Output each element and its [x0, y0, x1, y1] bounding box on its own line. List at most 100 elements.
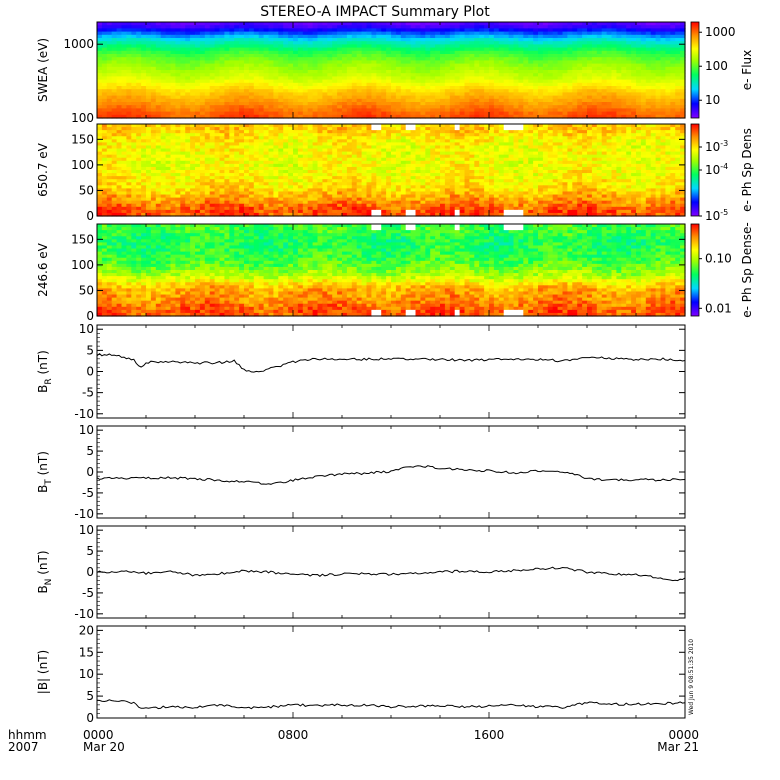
spectrogram-cell	[430, 38, 436, 42]
spectrogram-cell	[650, 34, 657, 39]
spectrogram-cell	[660, 60, 666, 65]
spectrogram-cell	[351, 86, 358, 90]
spectrogram-cell	[611, 66, 617, 71]
spectrogram-cell	[248, 28, 255, 33]
spectrogram-cell	[356, 79, 363, 84]
spectrogram-cell	[136, 31, 142, 36]
spectrogram-cell	[146, 95, 152, 100]
spectrogram-cell	[268, 66, 274, 71]
spectrogram-cell	[346, 60, 353, 65]
spectrogram-cell	[101, 70, 108, 74]
spectrogram-cell	[391, 82, 397, 87]
spectrogram-cell	[675, 95, 681, 100]
spectrogram-cell	[454, 70, 461, 74]
spectrogram-cell	[322, 70, 328, 74]
spectrogram-cell	[248, 31, 255, 36]
spectrogram-cell	[150, 105, 157, 109]
spectrogram-cell	[312, 34, 319, 39]
spectrogram-cell	[552, 34, 559, 39]
spectrogram-cell	[361, 73, 368, 77]
spectrogram-cell	[435, 105, 441, 109]
spectrogram-cell	[513, 34, 519, 39]
spectrogram-cell	[209, 47, 216, 52]
spectrogram-cell	[650, 105, 657, 109]
spectrogram-cell	[449, 44, 456, 49]
spectrogram-cell	[141, 54, 147, 58]
spectrogram-cell	[160, 47, 167, 52]
spectrogram-cell	[391, 60, 397, 65]
spectrogram-cell	[420, 60, 426, 65]
spectrogram-cell	[214, 50, 221, 55]
spectrogram-cell	[253, 63, 260, 68]
spectrogram-cell	[297, 89, 304, 93]
spectrogram-cell	[552, 82, 559, 87]
spectrogram-cell	[410, 34, 417, 39]
spectrogram-cell	[337, 70, 343, 74]
spectrogram-cell	[155, 34, 162, 39]
spectrogram-cell	[675, 28, 681, 33]
spectrogram-cell	[111, 66, 118, 71]
spectrogram-cell	[489, 82, 495, 87]
spectrogram-cell	[645, 98, 652, 103]
spectrogram-cell	[204, 76, 211, 81]
spectrogram-cell	[596, 95, 603, 100]
spectrogram-cell	[288, 25, 294, 29]
spectrogram-cell	[582, 82, 588, 87]
spectrogram-cell	[160, 66, 167, 71]
spectrogram-cell	[611, 82, 617, 87]
spectrogram-cell	[371, 95, 377, 100]
spectrogram-cell	[371, 31, 377, 36]
spectrogram-cell	[474, 76, 480, 81]
spectrogram-cell	[616, 95, 622, 100]
spectrogram-cell	[435, 31, 441, 36]
spectrogram-cell	[160, 82, 167, 87]
spectrogram-cell	[601, 63, 608, 68]
spectrogram-cell	[449, 34, 456, 39]
spectrogram-cell	[538, 22, 544, 26]
spectrogram-cell	[155, 44, 162, 49]
spectrogram-cell	[425, 89, 431, 93]
spectrogram-cell	[440, 60, 446, 65]
spectrogram-cell	[302, 76, 309, 81]
spectrogram-cell	[278, 41, 284, 45]
spectrogram-cell	[636, 79, 642, 84]
spectrogram-cell	[415, 89, 421, 93]
spectrogram-cell	[596, 86, 603, 90]
spectrogram-cell	[253, 60, 260, 65]
spectrogram-cell	[386, 28, 392, 33]
spectrogram-cell	[680, 63, 686, 68]
spectrogram-cell	[533, 95, 539, 100]
spectrogram-cell	[577, 28, 583, 33]
spectrogram-cell	[332, 105, 338, 109]
spectrogram-cell	[224, 38, 230, 42]
spectrogram-cell	[538, 28, 544, 33]
spectrogram-cell	[400, 60, 407, 65]
spectrogram-cell	[121, 89, 127, 93]
spectrogram-cell	[400, 31, 407, 36]
spectrogram-cell	[484, 22, 490, 26]
spectrogram-cell	[547, 73, 554, 77]
spectrogram-cell	[577, 44, 583, 49]
spectrogram-cell	[278, 79, 284, 84]
spectrogram-cell	[680, 44, 686, 49]
spectrogram-cell	[356, 54, 363, 58]
spectrogram-cell	[327, 66, 333, 71]
spectrogram-cell	[273, 38, 279, 42]
spectrogram-cell	[263, 89, 270, 93]
spectrogram-cell	[572, 54, 578, 58]
spectrogram-cell	[425, 31, 431, 36]
spectrogram-cell	[239, 95, 245, 100]
spectrogram-cell	[302, 57, 309, 61]
spectrogram-cell	[346, 25, 353, 29]
spectrogram-cell	[268, 54, 274, 58]
spectrogram-cell	[503, 47, 510, 52]
spectrogram-cell	[425, 102, 431, 106]
spectrogram-cell	[631, 66, 637, 71]
spectrogram-cell	[474, 70, 480, 74]
y-axis-label: SWEA (eV)	[36, 38, 50, 102]
spectrogram-cell	[660, 86, 666, 90]
spectrogram-cell	[655, 38, 662, 42]
spectrogram-cell	[606, 22, 613, 26]
spectrogram-cell	[386, 82, 392, 87]
spectrogram-cell	[680, 28, 686, 33]
